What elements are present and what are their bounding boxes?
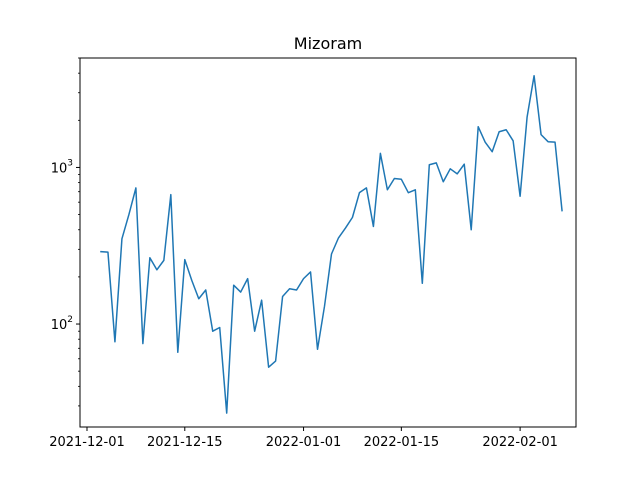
y-tick-label: 102 <box>51 315 73 333</box>
y-tick-exponent: 2 <box>67 315 73 325</box>
y-tick-base: 10 <box>51 161 68 176</box>
x-tick-label: 2021-12-15 <box>147 435 223 450</box>
plot-area <box>100 75 563 414</box>
x-axis: 2021-12-01 2021-12-15 2022-01-01 2022-01-15… <box>49 427 558 450</box>
chart-title: Mizoram <box>294 34 362 53</box>
x-tick-label: 2021-12-01 <box>49 435 125 450</box>
x-tick-label: 2022-01-01 <box>266 435 342 450</box>
y-tick-exponent: 3 <box>67 158 73 168</box>
x-tick-label: 2022-02-01 <box>482 435 558 450</box>
axes-frame <box>79 57 577 428</box>
x-tick-label: 2022-01-15 <box>364 435 440 450</box>
y-tick-label: 103 <box>51 158 73 176</box>
y-tick-base: 10 <box>51 318 68 333</box>
series-line-0 <box>100 75 563 414</box>
